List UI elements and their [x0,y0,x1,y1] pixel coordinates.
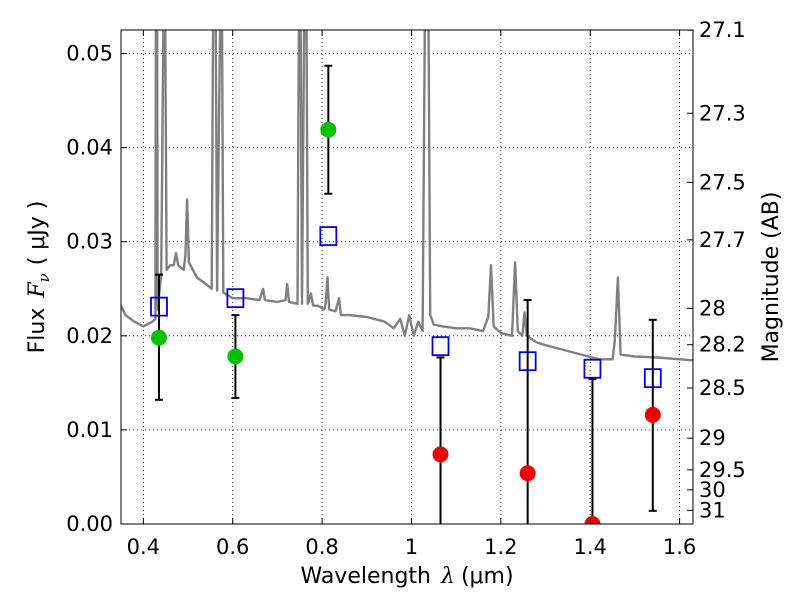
undetected-point [432,446,449,463]
y2-tick-label: 27.7 [699,228,746,252]
y-axis-label-symbol: F [25,282,50,299]
x-tick-label: 0.8 [305,535,338,559]
y-axis-label-text: Flux [25,308,50,354]
model-point [583,358,602,379]
y-tick-label: 0.03 [66,230,113,254]
undetected-point [644,406,661,423]
x-axis-label-text: Wavelength [300,564,431,589]
y-tick-label: 0.01 [66,418,113,442]
y-tick-label: 0.02 [66,324,113,348]
detected-point [320,121,337,138]
x-tick-label: 0.4 [127,535,160,559]
spectrum-layer [121,30,693,362]
undetected-point [584,516,601,524]
y2-tick-label: 27.3 [699,101,746,125]
y2-tick-label: 28.5 [699,376,746,400]
y2-tick-label: 29 [699,426,726,450]
y-tick-label: 0.05 [66,42,113,66]
x-tick-label: 1 [405,535,418,559]
y-axis-label: Flux Fν ( μJy ) [25,201,53,354]
y2-tick-label: 29.5 [699,458,746,482]
model-point [431,336,450,357]
x-axis-label-unit: (μm) [461,564,514,589]
x-tick-label: 1.6 [663,535,696,559]
y-tick-label: 0.04 [66,136,113,160]
y-axis-label-unit: ( μJy ) [25,201,50,266]
y2-tick-label: 30 [699,478,726,502]
model-point [226,288,245,309]
y2-tick-label: 28 [699,296,726,320]
y2-axis-label: Magnitude (AB) [759,192,784,363]
y2-tick-label: 27.1 [699,18,746,42]
model-layer [150,226,662,389]
errorbar-layer [154,64,657,524]
detected-point [150,329,167,346]
model-point [319,226,338,246]
model-point [518,351,537,372]
grid-lines [121,30,693,525]
model-point [643,368,662,389]
y-tick-label: 0.00 [66,512,113,536]
y2-tick-label: 27.5 [699,170,746,194]
y-axis-ticks: 0.00 0.01 0.02 0.03 0.04 0.05 [66,42,127,536]
x-tick-label: 1.2 [484,535,517,559]
observed-layer [150,121,661,524]
y2-tick-label: 31 [699,498,726,522]
undetected-point [519,465,536,482]
x-tick-label: 0.6 [216,535,249,559]
x-axis-label-symbol: λ [440,564,455,589]
x-axis-label: Wavelength λ (μm) [300,564,513,589]
x-axis-ticks: 0.4 0.6 0.8 1 1.2 1.4 1.6 [127,30,696,559]
detected-point [227,348,244,365]
x-tick-label: 1.4 [574,535,607,559]
plot-frame [120,29,694,525]
spectrum-line [121,30,693,362]
y2-tick-label: 28.2 [699,333,746,357]
model-point [150,296,168,317]
y-axis-label-subscript: ν [35,273,53,282]
